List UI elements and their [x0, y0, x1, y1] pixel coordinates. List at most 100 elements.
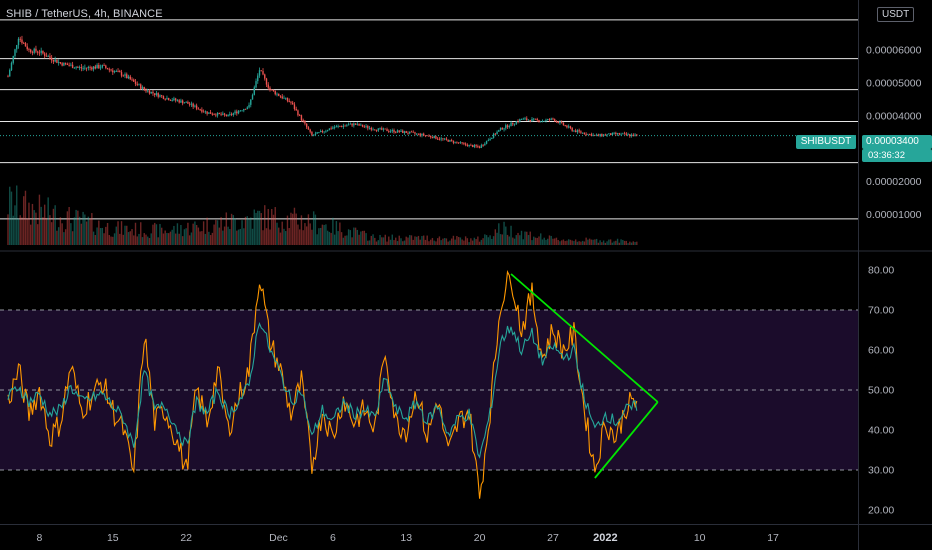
volume-bar: [574, 239, 577, 245]
candle-body: [171, 100, 173, 101]
volume-bar: [84, 214, 86, 245]
volume-bar: [105, 226, 107, 245]
volume-bar: [108, 235, 111, 245]
candle-body: [56, 59, 58, 63]
volume-bar: [311, 229, 313, 245]
candle-body: [297, 110, 299, 116]
candle-body: [632, 134, 635, 137]
volume-bar: [309, 223, 311, 245]
candle-body: [395, 132, 397, 134]
candle-body: [513, 123, 516, 125]
volume-bar: [374, 237, 376, 245]
volume-bar: [92, 231, 95, 245]
volume-bar: [98, 220, 100, 245]
candle-body: [145, 89, 147, 92]
currency-badge[interactable]: USDT: [877, 7, 915, 22]
volume-bar: [73, 217, 76, 245]
candle-body: [30, 49, 32, 53]
volume-bar: [477, 236, 479, 245]
candle-body: [223, 113, 226, 115]
volume-bar: [66, 211, 69, 245]
volume-bar: [405, 236, 407, 245]
candle-body: [368, 127, 371, 129]
candle-body: [255, 81, 257, 88]
candle-body: [246, 107, 248, 110]
volume-bar: [244, 216, 247, 245]
candle-body: [218, 112, 221, 114]
volume-bar: [31, 203, 34, 245]
volume-bar: [340, 232, 343, 245]
time-axis-label: 13: [400, 532, 412, 544]
candle-body: [423, 133, 425, 136]
candle-body: [17, 38, 20, 46]
candle-body: [464, 143, 467, 145]
candle-body: [237, 111, 240, 114]
volume-bar: [318, 228, 320, 245]
volume-bar: [232, 215, 235, 245]
volume-bar: [545, 239, 547, 245]
candle-body: [239, 110, 242, 112]
candle-body: [14, 49, 16, 56]
volume-bar: [375, 241, 378, 245]
candle-body: [181, 100, 184, 104]
volume-bar: [431, 237, 434, 245]
volume-bar: [167, 233, 170, 245]
volume-bar: [499, 234, 502, 245]
candle-body: [346, 125, 348, 127]
candle-body: [388, 131, 390, 132]
volume-bar: [342, 237, 345, 245]
candle-body: [136, 83, 138, 85]
volume-bar: [26, 218, 28, 245]
volume-bar: [503, 221, 505, 245]
candle-body: [190, 103, 193, 105]
volume-bar: [14, 205, 16, 245]
volume-bar: [218, 227, 221, 245]
candle-body: [405, 131, 407, 133]
candle-body: [10, 62, 13, 71]
volume-bar: [517, 232, 519, 245]
volume-bar: [386, 241, 388, 245]
volume-bar: [463, 240, 465, 245]
volume-bar: [609, 239, 612, 245]
candle-body: [587, 133, 589, 135]
candle-body: [375, 130, 378, 132]
candle-body: [176, 100, 179, 102]
volume-bar: [464, 236, 467, 245]
candle-body: [613, 132, 615, 134]
candle-body: [473, 145, 476, 147]
volume-bar: [436, 238, 439, 245]
candle-body: [382, 128, 385, 130]
volume-bar: [347, 229, 350, 245]
candle-body: [199, 109, 201, 110]
candle-body: [377, 128, 379, 131]
candle-body: [98, 64, 100, 69]
volume-bar: [12, 215, 14, 245]
volume-bar: [492, 236, 495, 245]
volume-bar: [283, 228, 285, 245]
volume-bar: [508, 236, 510, 245]
candle-body: [410, 131, 413, 133]
volume-bar: [89, 218, 91, 245]
volume-bar: [140, 222, 142, 245]
volume-bar: [461, 239, 463, 245]
volume-bar: [99, 228, 102, 245]
candle-body: [230, 114, 233, 115]
candle-body: [124, 74, 126, 76]
volume-bar: [166, 232, 168, 245]
candle-body: [40, 50, 42, 53]
candle-body: [592, 134, 594, 137]
candle-body: [276, 93, 278, 95]
volume-bar: [52, 208, 55, 245]
volume-bar: [169, 231, 172, 245]
volume-bar: [478, 241, 481, 245]
volume-bar: [622, 239, 624, 245]
volume-bar: [185, 228, 187, 245]
candle-body: [234, 111, 236, 114]
volume-bar: [353, 227, 355, 245]
candle-body: [616, 133, 619, 135]
volume-bar: [547, 238, 549, 245]
volume-bar: [94, 235, 97, 245]
volume-bar: [382, 237, 385, 245]
volume-bar: [199, 231, 201, 245]
